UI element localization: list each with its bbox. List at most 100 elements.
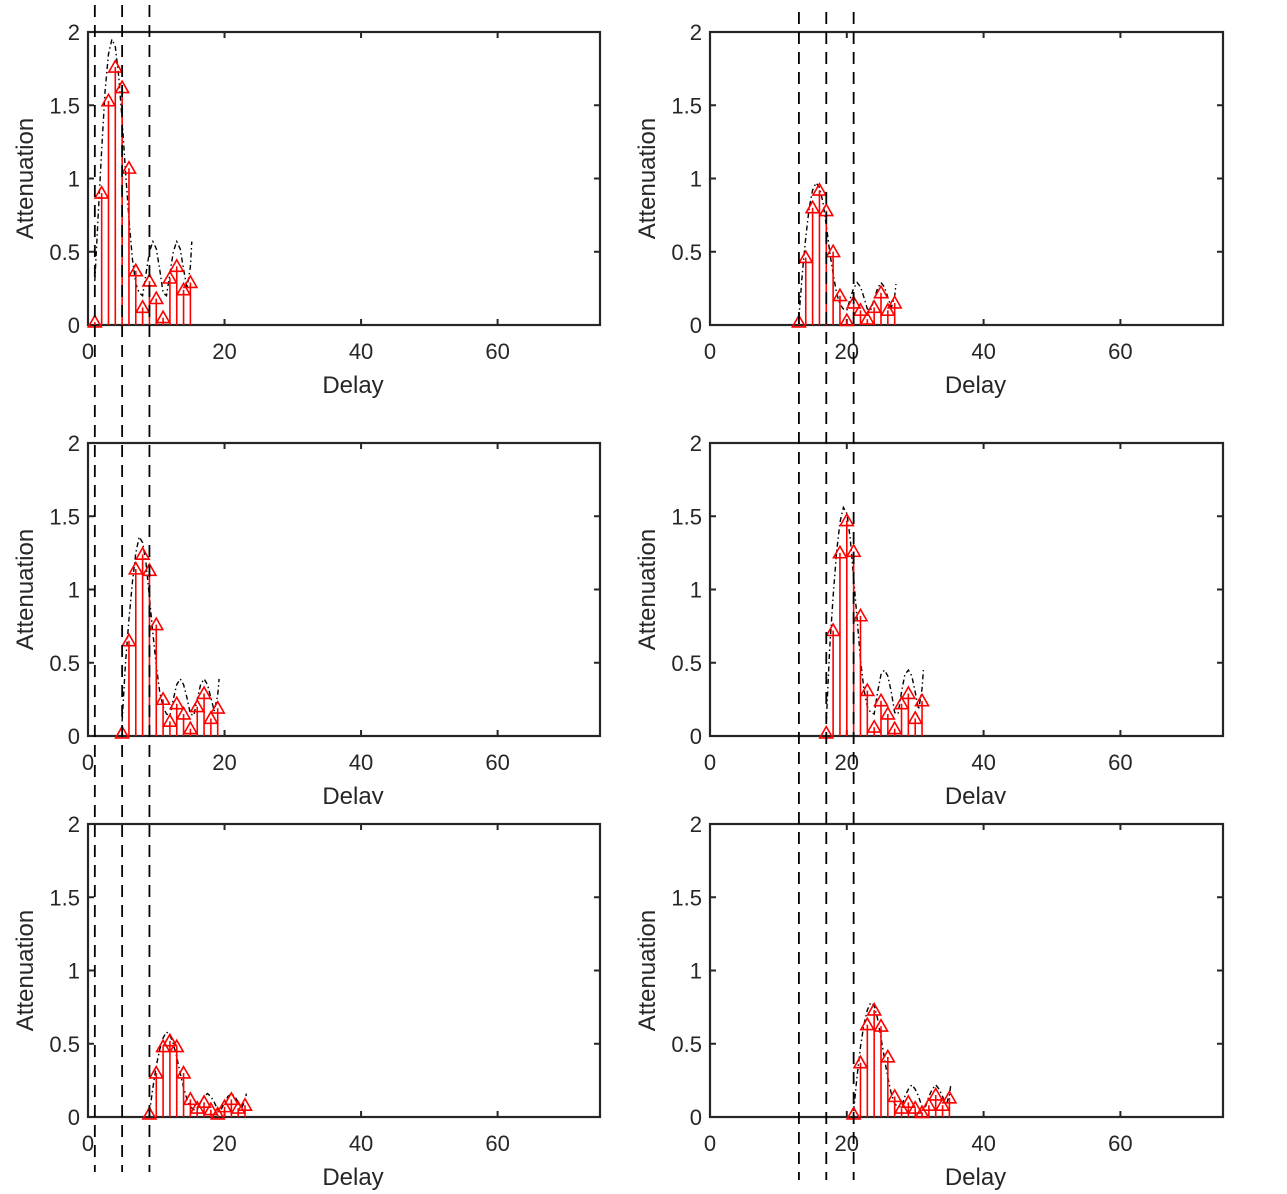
stem-marker — [934, 1097, 951, 1111]
stem-marker — [175, 1064, 192, 1079]
stem-marker — [148, 290, 165, 305]
stem-marker — [927, 1086, 944, 1101]
stem-marker — [175, 705, 192, 720]
stem-marker — [907, 1100, 924, 1114]
stem-marker — [162, 713, 178, 728]
stem-marker — [189, 698, 206, 713]
x-tick-label: 40 — [349, 339, 373, 364]
x-tick-label: 60 — [1108, 1131, 1132, 1156]
y-tick-label: 0 — [690, 313, 702, 338]
x-tick-label: 20 — [212, 750, 236, 775]
y-axis-label: Attenuation — [634, 118, 661, 239]
x-tick-label: 60 — [1108, 339, 1132, 364]
stem-marker — [845, 294, 862, 309]
stem-marker — [162, 1032, 178, 1047]
x-tick-label: 0 — [82, 339, 94, 364]
stem-marker — [797, 249, 814, 264]
y-tick-label: 0 — [68, 1105, 80, 1130]
envelope-curve — [852, 1001, 952, 1112]
stem-marker — [825, 243, 841, 258]
stem-marker — [100, 92, 117, 107]
x-tick-label: 20 — [835, 750, 859, 775]
stem-marker — [230, 1100, 247, 1114]
stem-marker — [121, 160, 137, 174]
stem-marker — [114, 724, 131, 739]
stem-marker — [873, 1018, 889, 1032]
x-axis-label: Delay — [945, 1164, 1006, 1191]
y-tick-label: 0.5 — [49, 240, 80, 265]
x-tick-label: 20 — [835, 1131, 859, 1156]
y-axis-label: Attenuation — [12, 529, 39, 650]
stem-marker — [162, 270, 178, 284]
y-tick-label: 1.5 — [671, 93, 702, 118]
x-axis-label: Delay — [322, 1164, 383, 1191]
y-tick-label: 1.5 — [671, 885, 702, 910]
y-tick-label: 1.5 — [49, 504, 80, 529]
x-tick-label: 60 — [1108, 750, 1132, 775]
y-tick-label: 0.5 — [671, 651, 702, 676]
stem-marker — [148, 1064, 165, 1079]
stem-marker — [127, 560, 144, 575]
stem-marker — [838, 312, 855, 327]
stem-marker — [121, 632, 137, 647]
stem-marker — [879, 302, 896, 317]
x-tick-label: 20 — [212, 339, 236, 364]
y-tick-label: 2 — [690, 431, 702, 456]
stem-marker — [832, 287, 848, 302]
stem-marker — [804, 199, 821, 214]
stem-marker — [873, 692, 889, 707]
y-tick-label: 2 — [68, 812, 80, 837]
stem-marker — [893, 695, 910, 710]
stem-marker — [182, 1091, 199, 1106]
stem-marker — [168, 1038, 185, 1053]
x-axis-label: Delay — [945, 372, 1006, 399]
y-tick-label: 0.5 — [49, 651, 80, 676]
panels: 00.511.520 20 40 60DelayAttenuation00.511.5… — [8, 12, 1233, 1192]
x-tick-label: 0 — [704, 1131, 716, 1156]
stem-marker — [182, 274, 199, 289]
y-tick-label: 0 — [690, 724, 702, 749]
y-tick-label: 2 — [690, 812, 702, 837]
y-tick-label: 0.5 — [49, 1032, 80, 1057]
stem-marker — [175, 281, 192, 296]
stem-marker — [866, 719, 883, 733]
stem-marker — [879, 1048, 896, 1063]
stem-marker — [155, 309, 171, 324]
stem-marker — [941, 1089, 958, 1104]
y-tick-label: 1 — [68, 167, 80, 192]
stem-marker — [900, 685, 917, 700]
y-tick-label: 1.5 — [671, 504, 702, 529]
stem-marker — [825, 622, 841, 637]
panel-background — [630, 804, 1233, 1192]
y-tick-label: 1 — [690, 578, 702, 603]
stem-marker — [93, 185, 110, 199]
x-tick-label: 20 — [212, 1131, 236, 1156]
x-tick-label: 0 — [82, 1131, 94, 1156]
y-tick-label: 2 — [68, 431, 80, 456]
stem-marker — [886, 294, 903, 309]
stem-marker — [196, 1094, 212, 1109]
x-tick-label: 60 — [485, 750, 509, 775]
y-tick-label: 0 — [690, 1105, 702, 1130]
stem-marker — [900, 1094, 917, 1109]
stem-marker — [203, 1101, 219, 1116]
x-tick-label: 0 — [82, 750, 94, 775]
stem-marker — [838, 512, 855, 527]
x-tick-label: 40 — [971, 339, 995, 364]
stem-marker — [107, 59, 124, 73]
stem-marker — [141, 1105, 158, 1120]
y-tick-label: 1 — [68, 578, 80, 603]
y-axis-label: Attenuation — [634, 910, 661, 1031]
stem-marker — [134, 299, 151, 314]
stem-marker — [873, 284, 889, 299]
x-tick-label: 60 — [485, 339, 509, 364]
stem-marker — [907, 710, 924, 725]
x-tick-label: 40 — [971, 1131, 995, 1156]
stem-marker — [886, 1088, 903, 1103]
x-tick-label: 0 — [704, 750, 716, 775]
